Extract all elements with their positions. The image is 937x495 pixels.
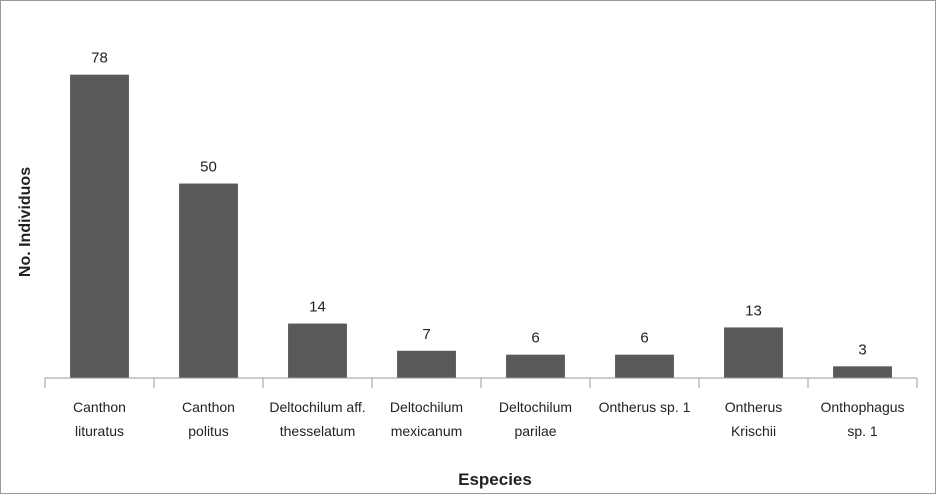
bar bbox=[833, 366, 892, 378]
bar bbox=[179, 183, 238, 378]
y-axis-label: No. Individuos bbox=[17, 167, 34, 277]
x-tick-label-line: Onthophagus bbox=[820, 399, 904, 415]
x-tick-label-line: lituratus bbox=[75, 423, 124, 439]
data-label: 78 bbox=[91, 50, 108, 67]
bar bbox=[70, 74, 129, 379]
x-tick-label: Deltochilum aff. thesselatum bbox=[269, 399, 365, 439]
data-label: 13 bbox=[745, 302, 762, 319]
x-tick-label-line: Ontherus sp. 1 bbox=[599, 399, 691, 415]
x-tick-label-line: Deltochilum bbox=[390, 399, 463, 415]
x-tick-label-line: Deltochilum bbox=[499, 399, 572, 415]
x-tick-label: Deltochilum parilae bbox=[499, 399, 572, 439]
x-tick-label-line: Krischii bbox=[731, 423, 776, 439]
x-tick-label-line: politus bbox=[188, 423, 228, 439]
x-tick-label-line: sp. 1 bbox=[847, 423, 878, 439]
data-label: 7 bbox=[422, 326, 430, 343]
x-tick-label: Deltochilum mexicanum bbox=[390, 399, 463, 439]
bar bbox=[397, 350, 456, 378]
data-label: 50 bbox=[200, 159, 217, 176]
x-axis-label: Especies bbox=[458, 470, 532, 489]
x-tick-label-line: thesselatum bbox=[280, 423, 355, 439]
data-label: 6 bbox=[531, 330, 539, 347]
bar bbox=[288, 323, 347, 378]
x-tick-label-line: mexicanum bbox=[391, 423, 463, 439]
x-tick-label: Ontherus sp. 1 bbox=[599, 399, 691, 415]
x-tick-label: Canthon lituratus bbox=[73, 399, 126, 439]
data-label: 6 bbox=[640, 330, 648, 347]
x-tick-label: Canthon politus bbox=[182, 399, 235, 439]
x-tick-label: Onthophagus sp. 1 bbox=[820, 399, 904, 439]
bar bbox=[724, 327, 783, 378]
x-tick-label-line: parilae bbox=[514, 423, 556, 439]
bar bbox=[506, 354, 565, 378]
x-tick-label-line: Deltochilum aff. bbox=[269, 399, 365, 415]
x-tick-label-line: Canthon bbox=[73, 399, 126, 415]
x-tick-label-line: Canthon bbox=[182, 399, 235, 415]
data-label: 3 bbox=[858, 341, 866, 358]
data-label: 14 bbox=[309, 299, 326, 316]
bar bbox=[615, 354, 674, 378]
x-tick-label: Ontherus Krischii bbox=[725, 399, 783, 439]
x-tick-label-line: Ontherus bbox=[725, 399, 783, 415]
